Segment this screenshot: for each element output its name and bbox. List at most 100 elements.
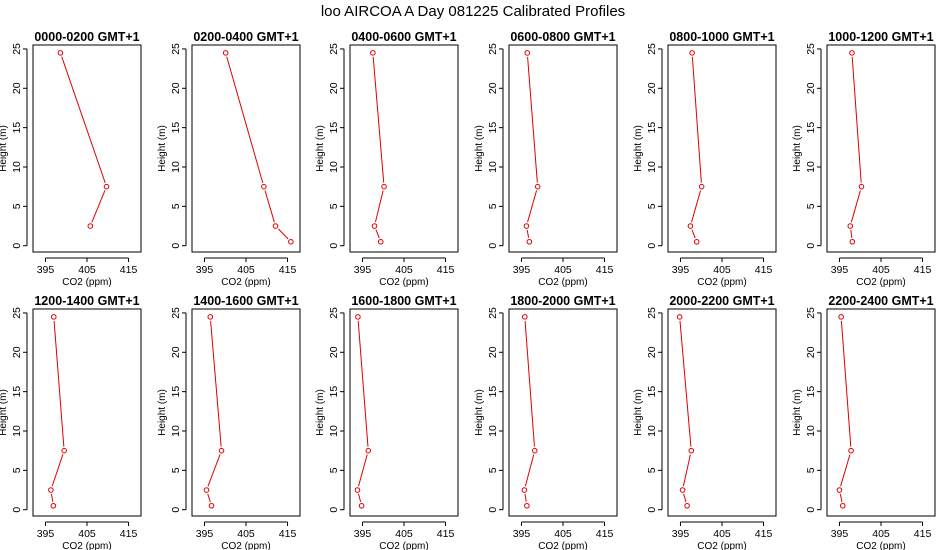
y-tick-label: 10 [170,161,182,173]
x-tick-label: 415 [755,264,773,276]
y-tick-label: 5 [487,467,499,473]
data-point [836,487,843,493]
y-tick-label: 20 [170,82,182,94]
panel-title: 1600-1800 GMT+1 [351,294,456,308]
x-axis-label: CO2 (ppm) [856,277,905,288]
y-tick-label: 20 [11,82,23,94]
x-tick-label: 405 [78,264,96,276]
data-point [371,223,378,229]
data-point [222,50,229,56]
data-point [50,502,57,509]
data-point [531,447,538,454]
y-tick-label: 0 [646,243,658,249]
panel-title: 0400-0600 GMT+1 [351,30,456,44]
data-point [50,314,57,320]
panel-12: 2200-2400 GMT+1 395 405 415 CO2 (ppm) 0 5 10 15 2… [792,294,936,550]
x-tick-label: 405 [872,264,890,276]
series-segment [851,56,862,183]
panel-8: 1400-1600 GMT+1 395 405 415 CO2 (ppm) 0 5 10 15 2… [157,294,301,550]
y-tick-label: 25 [646,307,658,319]
data-point [370,50,376,56]
y-tick-label: 5 [170,203,182,209]
data-point [698,183,705,190]
y-tick-label: 10 [487,425,499,437]
panel-title: 0800-1000 GMT+1 [669,30,774,44]
series-segment [61,56,106,184]
data-point [61,447,67,454]
data-point [524,50,531,56]
x-tick-label: 415 [596,528,614,540]
x-tick-label: 405 [554,264,572,276]
series-segment [527,190,538,223]
plot-frame [667,308,777,517]
x-tick-label: 395 [354,264,372,276]
series-segment [691,56,702,183]
series-segment [277,228,289,240]
y-tick-label: 20 [487,82,499,94]
series-segment [691,190,702,223]
data-point [524,502,530,509]
x-axis-label: CO2 (ppm) [697,277,746,288]
y-tick-label: 15 [487,386,499,398]
plot-frame [191,44,301,253]
y-tick-label: 15 [805,122,817,134]
series-segment [358,493,362,503]
series-segment [375,229,380,239]
y-axis-label: Height (m) [315,125,326,172]
y-tick-label: 5 [805,203,817,209]
y-tick-label: 10 [11,161,23,173]
y-axis-label: Height (m) [0,389,9,436]
y-axis-label: Height (m) [474,389,485,436]
x-tick-label: 395 [672,528,690,540]
y-tick-label: 20 [170,346,182,358]
y-tick-label: 15 [646,386,658,398]
panel-9: 1600-1800 GMT+1 395 405 415 CO2 (ppm) 0 5 10 15 2… [315,294,459,550]
data-point [207,314,214,320]
panel-3: 0400-0600 GMT+1 395 405 415 CO2 (ppm) 0 5 10 15 2… [315,30,459,288]
y-tick-label: 10 [170,425,182,437]
y-tick-label: 25 [11,43,23,55]
y-tick-label: 20 [646,82,658,94]
y-tick-label: 20 [11,346,23,358]
y-tick-label: 5 [646,467,658,473]
y-tick-label: 10 [805,161,817,173]
series-segment [264,190,275,223]
y-tick-label: 0 [11,507,23,513]
y-tick-label: 25 [170,43,182,55]
x-tick-label: 405 [713,264,731,276]
series-segment [683,493,687,503]
x-tick-label: 415 [755,528,773,540]
panel-7: 1200-1400 GMT+1 395 405 415 CO2 (ppm) 0 5 10 15 2… [0,294,142,550]
y-tick-label: 10 [646,161,658,173]
y-tick-label: 10 [805,425,817,437]
plot-frame [826,308,936,517]
panel-5: 0800-1000 GMT+1 395 405 415 CO2 (ppm) 0 5 10 15 2… [633,30,777,288]
x-tick-label: 405 [78,528,96,540]
x-tick-label: 405 [872,528,890,540]
data-point [534,183,541,190]
series-segment [50,493,54,502]
plot-frame [508,44,618,253]
panel-title: 2200-2400 GMT+1 [828,294,933,308]
y-tick-label: 5 [170,467,182,473]
panel-title: 0000-0200 GMT+1 [34,30,139,44]
data-point [526,238,533,245]
y-tick-label: 0 [646,507,658,513]
y-tick-label: 15 [11,386,23,398]
y-axis-label: Height (m) [633,125,644,172]
y-tick-label: 15 [170,386,182,398]
y-tick-label: 5 [805,467,817,473]
y-tick-label: 15 [328,386,340,398]
y-tick-label: 20 [487,346,499,358]
x-axis-label: CO2 (ppm) [221,541,270,550]
series-segment [374,190,384,223]
panel-title: 2000-2200 GMT+1 [669,294,774,308]
y-tick-label: 10 [328,425,340,437]
x-axis-label: CO2 (ppm) [62,541,111,550]
data-point [858,183,865,190]
x-tick-label: 395 [37,528,55,540]
x-tick-label: 415 [596,264,614,276]
series-segment [839,493,843,502]
y-tick-label: 10 [11,425,23,437]
